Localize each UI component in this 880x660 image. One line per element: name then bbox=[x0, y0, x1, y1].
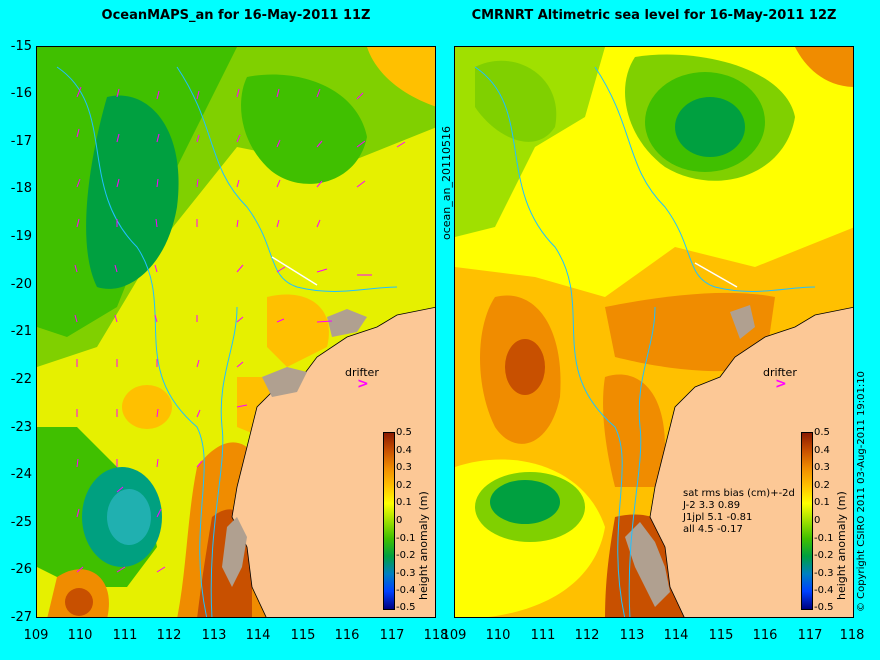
colorbar-tick: -0.4 bbox=[814, 585, 834, 596]
colorbar-tick: -0.5 bbox=[814, 602, 834, 613]
colorbar-tick: 0 bbox=[814, 515, 821, 526]
colorbar-tick: 0.4 bbox=[396, 445, 412, 456]
x-tick: 110 bbox=[67, 628, 93, 643]
colorbar-tick: -0.2 bbox=[814, 550, 834, 561]
x-tick: 117 bbox=[379, 628, 405, 643]
x-tick: 112 bbox=[156, 628, 182, 643]
colorbar-tick: -0.3 bbox=[814, 568, 834, 579]
x-tick: 109 bbox=[441, 628, 467, 643]
y-tick: -20 bbox=[10, 277, 32, 292]
left-map-title: OceanMAPS_an for 16-May-2011 11Z bbox=[101, 8, 371, 23]
colorbar-tick: -0.1 bbox=[396, 533, 416, 544]
colorbar-tick: 0.3 bbox=[814, 462, 830, 473]
x-tick: 110 bbox=[485, 628, 511, 643]
y-tick: -24 bbox=[10, 467, 32, 482]
drifter-arrow-icon: > bbox=[775, 376, 787, 392]
y-tick: -23 bbox=[10, 420, 32, 435]
y-tick: -19 bbox=[10, 229, 32, 244]
colorbar-tick: -0.2 bbox=[396, 550, 416, 561]
y-tick: -26 bbox=[10, 562, 32, 577]
x-tick: 113 bbox=[619, 628, 645, 643]
stats-line: J-2 3.3 0.89 bbox=[683, 500, 741, 511]
y-tick: -17 bbox=[10, 134, 32, 149]
colorbar-tick: 0.1 bbox=[396, 497, 412, 508]
colorbar-tick: 0.2 bbox=[814, 480, 830, 491]
drifter-arrow-icon: > bbox=[357, 376, 369, 392]
y-tick: -25 bbox=[10, 515, 32, 530]
stats-line: all 4.5 -0.17 bbox=[683, 524, 743, 535]
y-tick: -22 bbox=[10, 372, 32, 387]
colorbar-tick: 0.3 bbox=[396, 462, 412, 473]
colorbar-tick: -0.3 bbox=[396, 568, 416, 579]
x-tick: 112 bbox=[574, 628, 600, 643]
y-tick: -15 bbox=[10, 39, 32, 54]
colorbar-tick: 0.4 bbox=[814, 445, 830, 456]
colorbar-tick: -0.5 bbox=[396, 602, 416, 613]
x-tick: 116 bbox=[752, 628, 778, 643]
file-label: ocean_an_20110516 bbox=[440, 126, 453, 240]
left-map-svg bbox=[37, 47, 435, 617]
x-tick: 113 bbox=[201, 628, 227, 643]
colorbar-tick: 0 bbox=[396, 515, 403, 526]
colorbar-tick: 0.2 bbox=[396, 480, 412, 491]
drifter-label-left: drifter bbox=[345, 366, 379, 379]
drifter-label-right: drifter bbox=[763, 366, 797, 379]
right-map-svg bbox=[455, 47, 853, 617]
x-tick: 111 bbox=[530, 628, 556, 643]
colorbar-tick: 0.5 bbox=[396, 427, 412, 438]
right-colorbar-label: height anomaly (m) bbox=[835, 491, 848, 600]
x-tick: 114 bbox=[663, 628, 689, 643]
y-tick: -27 bbox=[10, 610, 32, 625]
stats-line: J1jpl 5.1 -0.81 bbox=[683, 512, 753, 523]
left-colorbar-label: height anomaly (m) bbox=[417, 491, 430, 600]
right-map-panel bbox=[454, 46, 854, 618]
x-tick: 115 bbox=[708, 628, 734, 643]
x-tick: 114 bbox=[245, 628, 271, 643]
x-tick: 109 bbox=[23, 628, 49, 643]
colorbar-tick: -0.1 bbox=[814, 533, 834, 544]
right-map-title: CMRNRT Altimetric sea level for 16-May-2… bbox=[471, 8, 837, 23]
y-tick: -21 bbox=[10, 324, 32, 339]
x-tick: 115 bbox=[290, 628, 316, 643]
x-tick: 118 bbox=[839, 628, 865, 643]
x-tick: 116 bbox=[334, 628, 360, 643]
colorbar-tick: 0.1 bbox=[814, 497, 830, 508]
x-tick: 111 bbox=[112, 628, 138, 643]
stats-header: sat rms bias (cm)+-2d bbox=[683, 488, 795, 499]
satellite-stats: sat rms bias (cm)+-2d J-2 3.3 0.89 J1jpl… bbox=[683, 488, 795, 536]
x-tick: 117 bbox=[797, 628, 823, 643]
y-tick: -18 bbox=[10, 181, 32, 196]
right-colorbar bbox=[801, 432, 813, 610]
colorbar-tick: -0.4 bbox=[396, 585, 416, 596]
y-tick: -16 bbox=[10, 86, 32, 101]
x-tick: 118 bbox=[423, 628, 449, 643]
left-colorbar bbox=[383, 432, 395, 610]
left-map-panel bbox=[36, 46, 436, 618]
copyright-text: © Copyright CSIRO 2011 03-Aug-2011 19:01… bbox=[856, 371, 867, 612]
colorbar-tick: 0.5 bbox=[814, 427, 830, 438]
